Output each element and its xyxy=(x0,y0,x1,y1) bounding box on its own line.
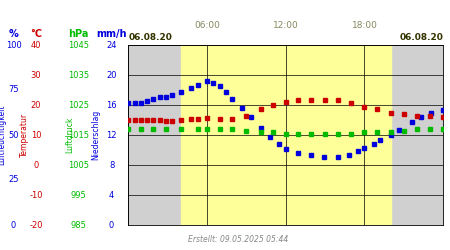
Text: 16: 16 xyxy=(106,100,117,110)
Text: 06.08.20: 06.08.20 xyxy=(128,34,172,42)
Text: %: % xyxy=(9,29,18,39)
Text: 12: 12 xyxy=(106,130,117,140)
Text: Luftdruck: Luftdruck xyxy=(65,117,74,153)
Text: 995: 995 xyxy=(71,190,86,200)
Text: -20: -20 xyxy=(29,220,43,230)
Text: 40: 40 xyxy=(31,40,41,50)
Text: 1015: 1015 xyxy=(68,130,89,140)
Text: Temperatur: Temperatur xyxy=(20,113,29,157)
Text: 06:00: 06:00 xyxy=(194,21,220,30)
Bar xyxy=(181,45,391,225)
Text: 10: 10 xyxy=(31,130,41,140)
Text: 18:00: 18:00 xyxy=(351,21,378,30)
Text: 1045: 1045 xyxy=(68,40,89,50)
Text: 0: 0 xyxy=(33,160,39,170)
Text: 12:00: 12:00 xyxy=(273,21,299,30)
Text: 0: 0 xyxy=(11,220,16,230)
Text: mm/h: mm/h xyxy=(96,29,127,39)
Text: 8: 8 xyxy=(109,160,114,170)
Text: hPa: hPa xyxy=(68,29,89,39)
Text: 4: 4 xyxy=(109,190,114,200)
Text: 50: 50 xyxy=(8,130,19,140)
Text: Niederschlag: Niederschlag xyxy=(91,110,100,160)
Text: 30: 30 xyxy=(31,70,41,80)
Text: -10: -10 xyxy=(29,190,43,200)
Text: 20: 20 xyxy=(106,70,117,80)
Text: 100: 100 xyxy=(5,40,22,50)
Text: 1005: 1005 xyxy=(68,160,89,170)
Text: 20: 20 xyxy=(31,100,41,110)
Text: Luftfeuchtigkeit: Luftfeuchtigkeit xyxy=(0,105,7,165)
Text: 06.08.20: 06.08.20 xyxy=(399,34,443,42)
Text: 1025: 1025 xyxy=(68,100,89,110)
Text: 0: 0 xyxy=(109,220,114,230)
Text: 75: 75 xyxy=(8,86,19,94)
Text: 24: 24 xyxy=(106,40,117,50)
Text: Erstellt: 09.05.2025 05:44: Erstellt: 09.05.2025 05:44 xyxy=(189,235,288,244)
Text: 25: 25 xyxy=(8,176,19,184)
Text: 985: 985 xyxy=(71,220,87,230)
Text: °C: °C xyxy=(30,29,42,39)
Text: 1035: 1035 xyxy=(68,70,89,80)
